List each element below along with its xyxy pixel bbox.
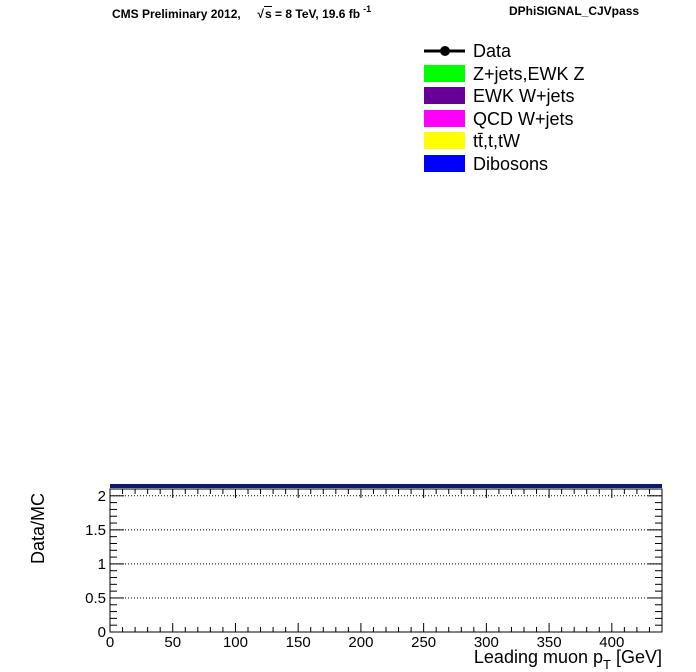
y-tick-label: 0.5 [85, 590, 106, 607]
sqrt-s: √s [257, 6, 272, 21]
x-tick-label: 200 [348, 634, 373, 651]
x-ticks: 0 50 100 150 200 250 300 350 400 [106, 489, 663, 651]
legend-label: Dibosons [473, 153, 549, 174]
data-marker-icon [424, 40, 465, 62]
legend-label: EWK W+jets [473, 86, 575, 106]
plot-name: DPhiSIGNAL_CJVpass [509, 4, 640, 18]
y-axis-label: Data/MC [28, 493, 48, 564]
legend-label: Z+jets,EWK Z [473, 63, 585, 84]
y-tick-label: 1.5 [85, 522, 106, 539]
y-tick-label: 1 [98, 556, 106, 573]
sqrt-symbol: √ [257, 7, 265, 21]
legend-entry: tt̄,t,tW [424, 130, 664, 152]
legend-entry: EWK W+jets [424, 85, 664, 107]
grid [110, 495, 662, 599]
x-axis-label-main: Leading muon p [474, 647, 603, 667]
ratio-frame [109, 488, 663, 633]
legend-label: tt̄,t,tW [473, 131, 520, 151]
x-axis-label-sub: T [603, 657, 611, 672]
x-tick-label: 150 [286, 634, 311, 651]
legend-entry: QCD W+jets [424, 108, 664, 130]
cms-header: CMS Preliminary 2012, √s = 8 TeV, 19.6 f… [112, 4, 371, 21]
x-tick-label: 0 [106, 634, 114, 651]
x-tick-label: 400 [599, 634, 624, 651]
y-tick-label: 2 [98, 488, 106, 505]
lumi-exponent: -1 [363, 4, 372, 14]
legend-label: QCD W+jets [473, 108, 574, 129]
x-tick-label: 300 [474, 634, 499, 651]
sqrt-variable: s [264, 6, 272, 21]
legend-label: Data [473, 41, 512, 61]
x-tick-label: 250 [411, 634, 436, 651]
legend-entry: Data [424, 40, 664, 62]
legend-swatch [424, 64, 465, 82]
x-axis-label-unit: [GeV] [611, 647, 662, 667]
legend-entry: Dibosons [424, 153, 664, 175]
energy-lumi-text: = 8 TeV, 19.6 fb [275, 7, 361, 21]
x-tick-label: 50 [164, 634, 181, 651]
y-tick-label: 0 [98, 624, 106, 641]
legend-swatch [424, 154, 465, 172]
y-ticks: 0 0.5 1 1.5 2 [85, 488, 662, 641]
legend-swatch [424, 109, 465, 127]
legend-entry: Z+jets,EWK Z [424, 63, 664, 85]
cms-prefix: CMS Preliminary 2012, [112, 7, 241, 21]
x-tick-label: 350 [537, 634, 562, 651]
x-tick-label: 100 [223, 634, 248, 651]
legend-swatch [424, 87, 465, 104]
x-axis-label: Leading muon pT [GeV] [474, 647, 662, 672]
legend-swatch [424, 132, 465, 149]
